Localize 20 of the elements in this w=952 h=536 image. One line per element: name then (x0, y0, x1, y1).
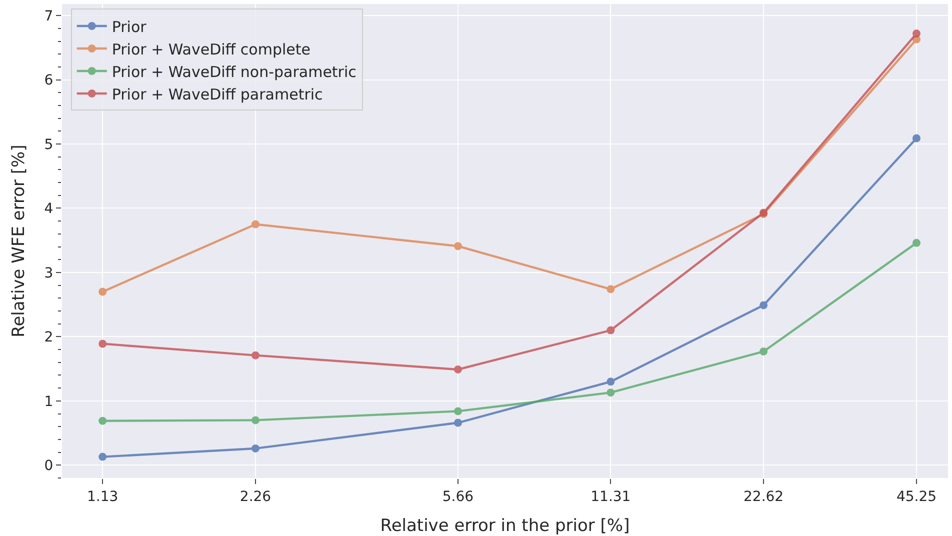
x-tick-label: 5.66 (442, 488, 474, 505)
x-axis-title: Relative error in the prior [%] (380, 516, 630, 536)
y-tick-label: 0 (44, 458, 54, 474)
y-tick-label: 7 (44, 8, 54, 24)
x-tick-label: 45.25 (896, 488, 937, 505)
legend-label: Prior + WaveDiff complete (112, 40, 310, 58)
y-tick-label: 5 (44, 136, 54, 153)
x-tick-label: 11.31 (590, 488, 631, 505)
x-tick-label: 22.62 (744, 488, 784, 505)
y-tick-label: 6 (44, 72, 54, 89)
legend-label: Prior + WaveDiff non-parametric (112, 62, 356, 81)
x-tick-label: 2.26 (240, 488, 272, 505)
y-tick-label: 4 (44, 201, 54, 218)
legend-label: Prior (112, 18, 148, 36)
x-tick-label: 1.13 (87, 488, 118, 505)
y-tick-label: 3 (44, 265, 54, 282)
y-tick-label: 2 (44, 330, 54, 346)
legend-label: Prior + WaveDiff parametric (112, 85, 323, 104)
y-tick-label: 1 (44, 394, 54, 410)
y-axis-title: Relative WFE error [%] (8, 144, 29, 338)
